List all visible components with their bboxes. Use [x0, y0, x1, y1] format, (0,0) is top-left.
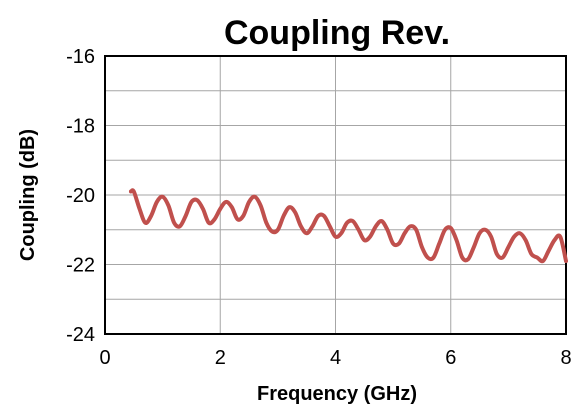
x-tick-label-2: 4: [330, 347, 341, 369]
x-axis-label: Frequency (GHz): [257, 383, 417, 405]
y-tick-label-3: -22: [66, 255, 95, 277]
chart-title: Coupling Rev.: [224, 14, 450, 52]
y-tick-label-0: -16: [66, 46, 95, 68]
y-axis-label: Coupling (dB): [17, 129, 39, 261]
grid: [105, 56, 566, 334]
x-axis-ticks: 0 2 4 6 8: [99, 347, 571, 369]
y-tick-label-4: -24: [66, 324, 95, 346]
x-tick-label-3: 6: [445, 347, 456, 369]
y-tick-label-2: -20: [66, 185, 95, 207]
y-tick-label-1: -18: [66, 116, 95, 138]
series-layer: [131, 190, 566, 261]
x-tick-label-4: 8: [560, 347, 571, 369]
x-tick-label-0: 0: [99, 347, 110, 369]
series-line-0: [131, 190, 566, 261]
y-axis-ticks: -16 -18 -20 -22 -24: [66, 46, 95, 346]
x-tick-label-1: 2: [215, 347, 226, 369]
